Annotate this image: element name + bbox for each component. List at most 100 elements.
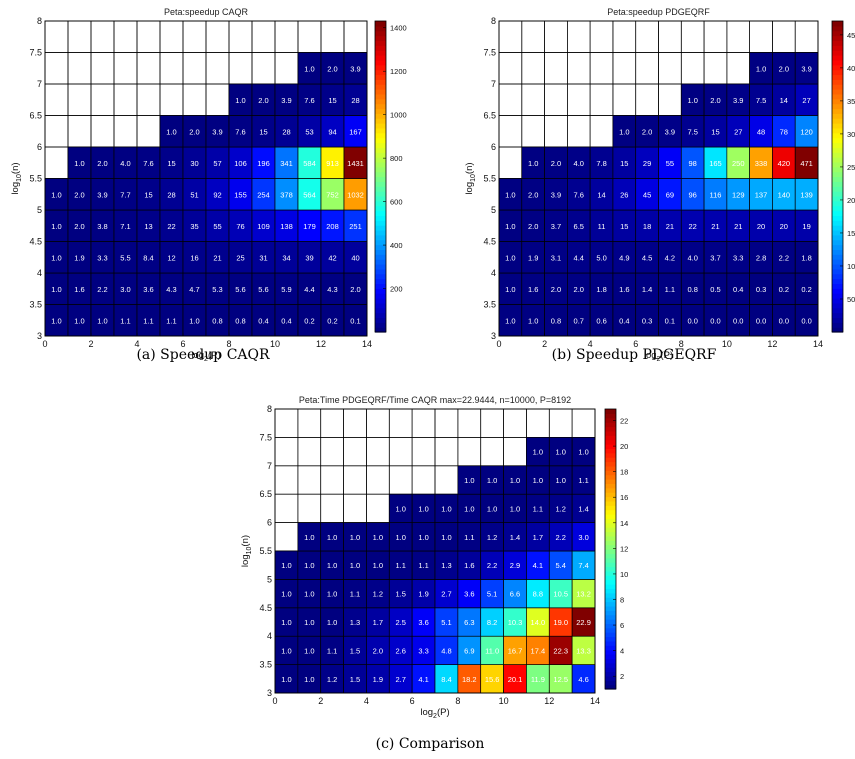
cell-label: 4.4 bbox=[574, 253, 584, 262]
cell-label: 10.5 bbox=[553, 590, 568, 599]
cell-label: 55 bbox=[666, 159, 674, 168]
cell-label: 0.4 bbox=[619, 316, 629, 325]
colorbar-swatch bbox=[375, 137, 386, 144]
cell-label: 15.6 bbox=[485, 675, 500, 684]
cell-label: 22 bbox=[689, 222, 697, 231]
y-tick-label: 3 bbox=[491, 331, 496, 341]
cell-label: 0.7 bbox=[574, 316, 584, 325]
y-tick-label: 7.5 bbox=[483, 48, 496, 58]
colorbar-swatch bbox=[832, 142, 843, 148]
cell-label: 26 bbox=[620, 190, 628, 199]
cell-label: 0.5 bbox=[710, 285, 720, 294]
colorbar-tick-label: 400 bbox=[847, 64, 855, 73]
cell-label: 8.4 bbox=[143, 253, 153, 262]
cell-label: 1.6 bbox=[619, 285, 629, 294]
cell-label: 1.1 bbox=[533, 504, 543, 513]
cell-label: 0.1 bbox=[350, 316, 360, 325]
cell-label: 138 bbox=[280, 222, 293, 231]
cell-label: 4.9 bbox=[619, 253, 629, 262]
y-tick-label: 5.5 bbox=[29, 174, 42, 184]
colorbar-swatch bbox=[605, 544, 616, 550]
cell-label: 34 bbox=[282, 253, 290, 262]
colorbar-frame bbox=[604, 408, 617, 690]
cell-label: 1.0 bbox=[464, 476, 474, 485]
colorbar-swatch bbox=[832, 263, 843, 270]
cell-label: 1.0 bbox=[528, 316, 538, 325]
colorbar-swatch bbox=[832, 152, 843, 158]
colorbar-swatch bbox=[832, 50, 843, 56]
colorbar-swatch bbox=[375, 195, 386, 202]
colorbar-swatch bbox=[832, 79, 843, 85]
cell-label: 1.0 bbox=[350, 561, 360, 570]
colorbar-swatch bbox=[832, 191, 843, 197]
colorbar-swatch bbox=[832, 171, 843, 178]
cell-label: 1.7 bbox=[533, 533, 543, 542]
cell-label: 137 bbox=[755, 190, 768, 199]
cell-label: 57 bbox=[213, 159, 221, 168]
colorbar-swatch bbox=[605, 566, 616, 572]
cell-label: 106 bbox=[234, 159, 247, 168]
cell-label: 4.3 bbox=[327, 285, 337, 294]
cell-label: 78 bbox=[780, 127, 788, 136]
colorbar-swatch bbox=[375, 21, 386, 27]
cell-label: 7.6 bbox=[574, 190, 584, 199]
cell-label: 11.0 bbox=[485, 646, 499, 655]
colorbar-swatch bbox=[832, 84, 843, 90]
colorbar-swatch bbox=[832, 123, 843, 129]
cell-label: 5.5 bbox=[120, 253, 130, 262]
cell-label: 165 bbox=[709, 159, 722, 168]
colorbar-swatch bbox=[605, 492, 616, 498]
colorbar-swatch bbox=[375, 40, 386, 46]
cell-label: 0.0 bbox=[687, 316, 697, 325]
y-axis-label: log10(n) bbox=[240, 535, 253, 567]
cell-label: 1032 bbox=[347, 190, 364, 199]
cell-label: 0.0 bbox=[801, 316, 811, 325]
cell-label: 7.6 bbox=[235, 127, 245, 136]
cell-label: 254 bbox=[257, 190, 270, 199]
cell-label: 0.8 bbox=[235, 316, 245, 325]
y-tick-label: 8 bbox=[491, 16, 496, 26]
cell-label: 1.5 bbox=[350, 646, 360, 655]
colorbar-swatch bbox=[605, 496, 616, 502]
cell-label: 2.6 bbox=[395, 646, 405, 655]
colorbar-swatch bbox=[832, 137, 843, 144]
cell-label: 5.4 bbox=[555, 561, 565, 570]
y-tick-label: 7 bbox=[267, 461, 272, 471]
cell-label: 0.1 bbox=[665, 316, 675, 325]
cell-label: 208 bbox=[326, 222, 339, 231]
cell-label: 5.3 bbox=[212, 285, 222, 294]
cell-label: 1.9 bbox=[74, 253, 84, 262]
y-tick-label: 3 bbox=[267, 688, 272, 698]
colorbar-swatch bbox=[832, 21, 843, 27]
colorbar-swatch bbox=[605, 667, 616, 673]
cell-label: 1.0 bbox=[327, 590, 337, 599]
cell-label: 1.1 bbox=[578, 476, 588, 485]
y-tick-label: 4.5 bbox=[259, 603, 272, 613]
cell-label: 51 bbox=[190, 190, 198, 199]
colorbar-swatch bbox=[375, 25, 386, 32]
colorbar-swatch bbox=[605, 487, 616, 493]
cell-label: 1.6 bbox=[74, 285, 84, 294]
colorbar-swatch bbox=[605, 649, 616, 655]
cell-label: 2.7 bbox=[441, 590, 451, 599]
cell-label: 1.0 bbox=[304, 590, 314, 599]
cell-label: 1.0 bbox=[304, 618, 314, 627]
colorbar-swatch bbox=[605, 540, 616, 546]
colorbar-swatch bbox=[605, 439, 616, 445]
cell-label: 155 bbox=[234, 190, 247, 199]
colorbar-swatch bbox=[832, 176, 843, 182]
cell-label: 4.2 bbox=[665, 253, 675, 262]
colorbar-swatch bbox=[375, 225, 386, 231]
colorbar-swatch bbox=[375, 317, 386, 323]
colorbar-swatch bbox=[832, 215, 843, 221]
cell-label: 1.0 bbox=[166, 127, 176, 136]
cell-label: 0.4 bbox=[258, 316, 268, 325]
colorbar-swatch bbox=[832, 181, 843, 187]
cell-label: 1.0 bbox=[418, 504, 428, 513]
cell-label: 1.4 bbox=[578, 504, 588, 513]
colorbar-swatch bbox=[375, 55, 386, 61]
cell-label: 15 bbox=[144, 190, 152, 199]
cell-label: 1.1 bbox=[166, 316, 176, 325]
colorbar-tick-label: 10 bbox=[620, 570, 628, 579]
colorbar-swatch bbox=[605, 662, 616, 668]
